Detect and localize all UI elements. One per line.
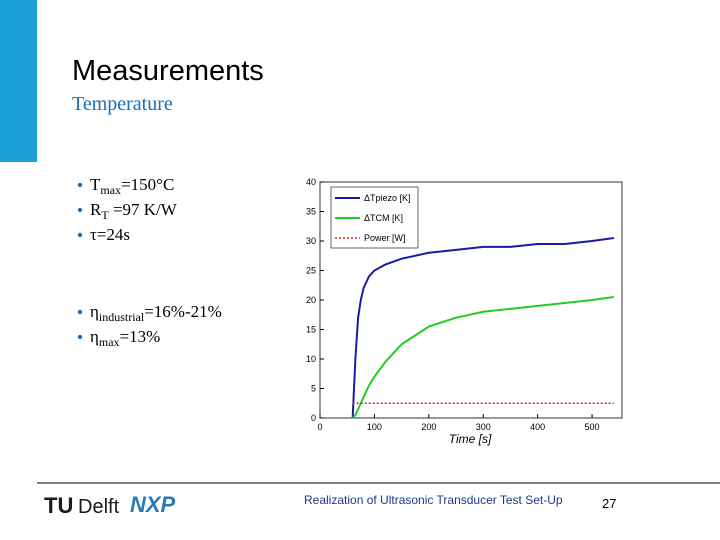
logo-tu: TU xyxy=(44,493,73,518)
bullet-dot xyxy=(77,182,83,188)
bullet-rest: =13% xyxy=(120,327,161,346)
bullet-rest: =97 K/W xyxy=(109,200,178,219)
y-tick-label: 0 xyxy=(311,413,316,423)
series-line xyxy=(351,237,614,419)
logo-nxp: NXP xyxy=(130,492,176,517)
bullet-dot xyxy=(77,232,83,238)
bullet-dot xyxy=(77,334,83,340)
bullet-main: T xyxy=(90,175,101,194)
bullet-text: RT =97 K/W xyxy=(90,200,178,222)
y-tick-label: 30 xyxy=(306,236,316,246)
x-tick-label: 500 xyxy=(585,422,600,432)
x-axis-label: Time [s] xyxy=(449,432,492,446)
bullet-text: ηmax=13% xyxy=(90,327,160,349)
logo-delft: Delft xyxy=(78,496,120,518)
bullet-main: η xyxy=(90,302,99,321)
x-tick-label: 0 xyxy=(317,422,322,432)
bullet-main: R xyxy=(90,200,102,219)
legend-label: Power [W] xyxy=(364,233,406,243)
y-tick-label: 25 xyxy=(306,266,316,276)
y-tick-label: 40 xyxy=(306,177,316,187)
bullet-text: ηindustrial=16%-21% xyxy=(90,302,222,324)
slide-subtitle: Temperature xyxy=(72,93,173,115)
bullet-sub: max xyxy=(100,183,121,197)
legend-label: ΔTpiezo [K] xyxy=(364,193,411,203)
bullet-sub: max xyxy=(99,335,120,349)
slide-title: Measurements xyxy=(72,55,264,87)
x-tick-label: 400 xyxy=(530,422,545,432)
accent-bar xyxy=(0,0,37,162)
bullet-main: η xyxy=(90,327,99,346)
bullet-sub: industrial xyxy=(99,310,145,324)
y-tick-label: 20 xyxy=(306,295,316,305)
legend-label: ΔTCM [K] xyxy=(364,213,403,223)
page-number: 27 xyxy=(602,496,616,511)
x-tick-label: 300 xyxy=(476,422,491,432)
x-tick-label: 200 xyxy=(421,422,436,432)
series-line xyxy=(351,296,614,419)
footer-text: Realization of Ultrasonic Transducer Tes… xyxy=(304,493,563,507)
bullet-text: Tmax=150°C xyxy=(90,175,174,197)
bullet-dot xyxy=(77,207,83,213)
x-tick-label: 100 xyxy=(367,422,382,432)
bullet-sub: T xyxy=(101,208,109,222)
bullet-rest: =16%-21% xyxy=(144,302,222,321)
y-tick-label: 15 xyxy=(306,325,316,335)
y-tick-label: 5 xyxy=(311,384,316,394)
bullet-text: τ=24s xyxy=(90,225,130,244)
bullet-list: Tmax=150°CRT =97 K/Wτ=24sηindustrial=16%… xyxy=(77,175,222,349)
bullet-dot xyxy=(77,309,83,315)
bullet-main: τ=24s xyxy=(90,225,130,244)
y-tick-label: 10 xyxy=(306,354,316,364)
y-tick-label: 35 xyxy=(306,207,316,217)
bullet-rest: =150°C xyxy=(121,175,174,194)
